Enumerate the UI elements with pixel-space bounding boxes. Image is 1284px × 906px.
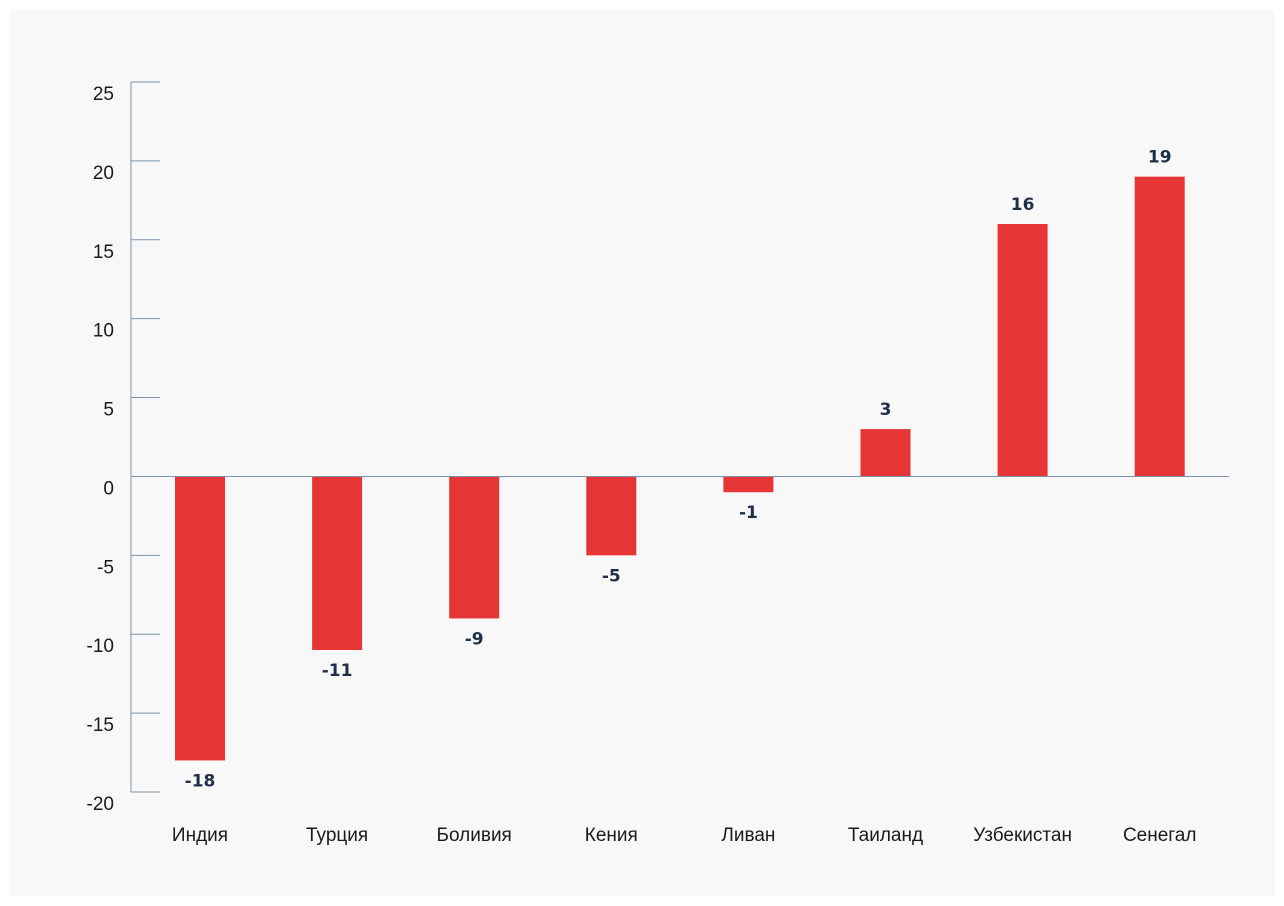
bar-value-label: 3 (880, 400, 892, 420)
y-tick-label: -10 (87, 636, 114, 657)
bar (723, 476, 774, 493)
y-tick-label: 25 (93, 84, 114, 105)
y-tick-label: 5 (103, 400, 114, 421)
y-ticks: 25 20 15 10 5 0 -5 -10 -15 -20 (87, 81, 160, 815)
bar-value-label: 19 (1148, 148, 1172, 168)
y-tick-label: 0 (103, 478, 114, 499)
bar-value-label: -5 (602, 566, 621, 586)
category-label: Таиланд (848, 825, 923, 846)
category-label: Ливан (721, 825, 775, 846)
bar (860, 429, 911, 477)
category-label: Кения (585, 825, 638, 846)
value-labels: -18 -11 -9 -5 -1 3 16 19 (185, 148, 1172, 792)
y-tick-label: 10 (93, 321, 114, 342)
category-label: Сенегал (1123, 825, 1197, 846)
category-label: Турция (306, 825, 368, 846)
y-tick-label: -20 (87, 794, 114, 815)
bar (997, 224, 1048, 477)
category-label: Индия (172, 825, 228, 846)
y-tick-label: 15 (93, 242, 114, 263)
bar-value-label: -11 (322, 661, 353, 681)
bar-value-label: -1 (739, 503, 758, 523)
category-label: Узбекистан (973, 825, 1072, 846)
bar-value-label: 16 (1011, 195, 1035, 215)
bar-value-label: -18 (185, 771, 216, 791)
bar (1134, 176, 1185, 477)
y-tick-label: -5 (97, 557, 114, 578)
y-tick-label: 20 (93, 163, 114, 184)
bar (312, 476, 363, 650)
y-tick-label: -15 (87, 715, 114, 736)
bar (449, 476, 500, 619)
category-label: Боливия (437, 825, 512, 846)
bar (586, 476, 637, 556)
category-labels: Индия Турция Боливия Кения Ливан Таиланд Узбек… (172, 825, 1197, 846)
bars (175, 176, 1185, 761)
bar (175, 476, 225, 761)
bar-value-label: -9 (465, 629, 484, 649)
